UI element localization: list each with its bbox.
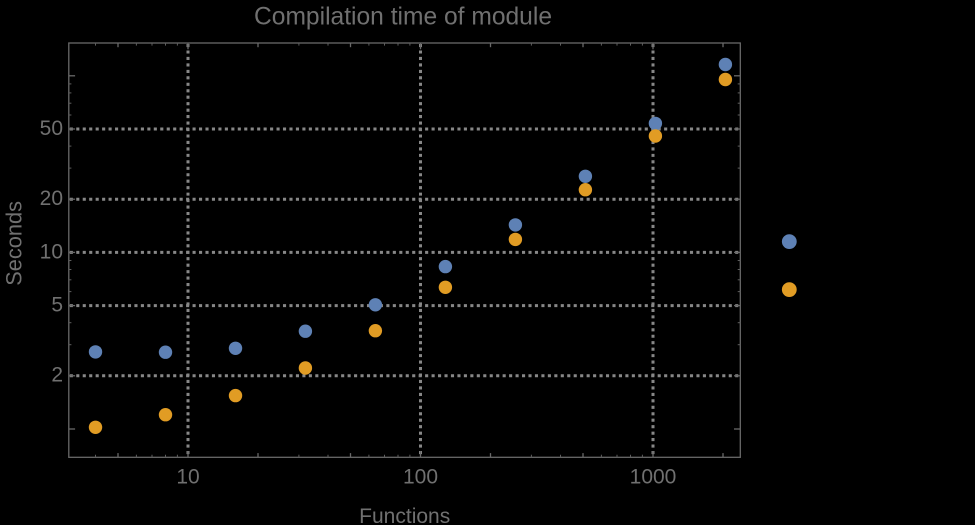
svg-text:50: 50	[40, 117, 63, 140]
svg-text:Functions: Functions	[359, 505, 450, 525]
svg-text:Seconds: Seconds	[2, 201, 27, 286]
svg-text:2: 2	[51, 364, 63, 387]
svg-text:100: 100	[403, 465, 438, 488]
svg-text:Compilation time of module: Compilation time of module	[254, 4, 552, 31]
svg-text:20: 20	[40, 187, 63, 210]
svg-text:10: 10	[40, 240, 63, 263]
svg-text:5: 5	[51, 294, 63, 317]
svg-text:1000: 1000	[630, 465, 677, 488]
svg-text:10: 10	[176, 465, 199, 488]
